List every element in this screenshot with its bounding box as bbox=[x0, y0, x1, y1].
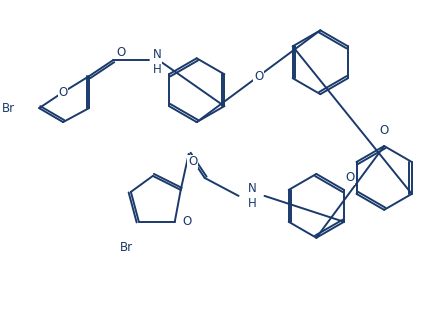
Text: O: O bbox=[183, 215, 192, 228]
Text: O: O bbox=[254, 70, 263, 83]
Text: N
H: N H bbox=[248, 182, 257, 210]
Text: Br: Br bbox=[2, 102, 15, 115]
Text: O: O bbox=[59, 86, 68, 99]
Text: O: O bbox=[188, 155, 198, 168]
Text: O: O bbox=[379, 124, 389, 137]
Text: O: O bbox=[116, 46, 125, 59]
Text: O: O bbox=[346, 171, 355, 184]
Text: N
H: N H bbox=[153, 48, 161, 76]
Text: Br: Br bbox=[120, 241, 133, 254]
